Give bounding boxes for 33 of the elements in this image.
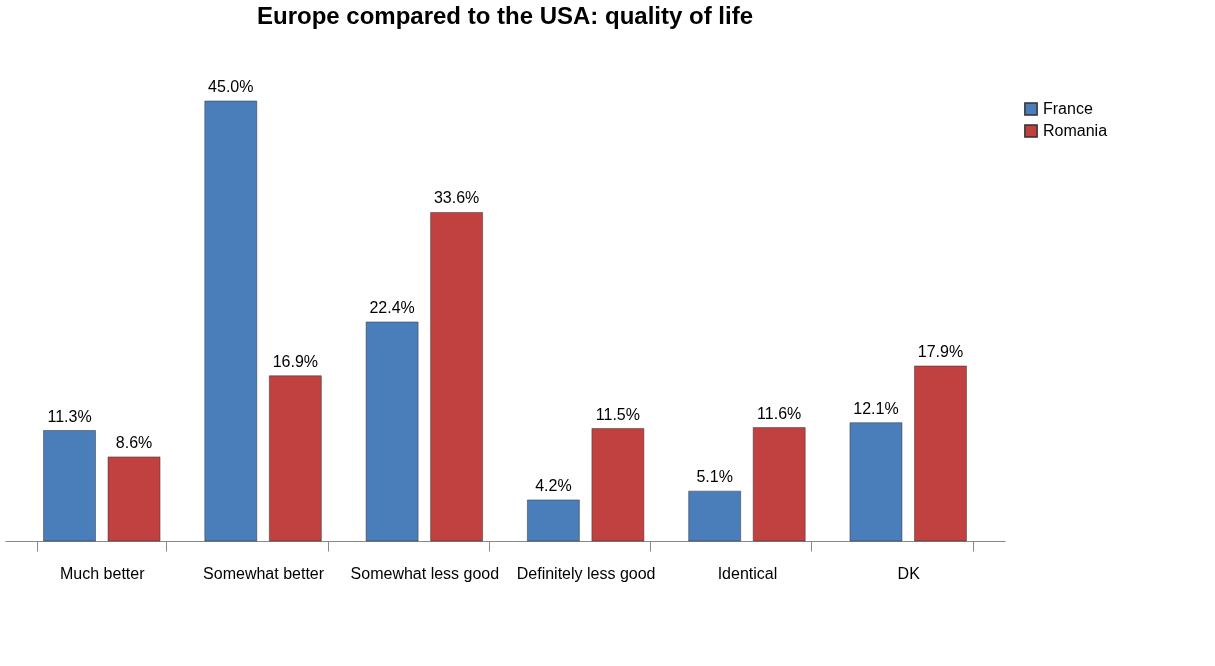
data-label: 5.1% <box>696 468 733 486</box>
data-label: 16.9% <box>272 352 319 370</box>
data-label: 22.4% <box>369 298 415 316</box>
bar <box>914 365 967 542</box>
bar <box>591 428 645 542</box>
data-label: 33.6% <box>433 189 480 207</box>
data-label: 11.5% <box>595 405 640 423</box>
bar <box>107 456 161 542</box>
legend-label: Romania <box>1043 122 1108 139</box>
data-label: 8.6% <box>115 433 153 451</box>
bar <box>269 375 322 542</box>
bar <box>849 422 903 542</box>
bar <box>365 321 419 542</box>
legend-label: France <box>1043 100 1093 117</box>
data-label: 45.0% <box>208 78 254 95</box>
data-label: 12.1% <box>853 399 899 417</box>
bar <box>752 427 806 542</box>
x-tick-label: DK <box>897 564 921 582</box>
bar <box>527 499 580 542</box>
x-tick-label: Much better <box>60 564 146 582</box>
x-tick-label: Somewhat less good <box>350 564 500 582</box>
x-tick-label: Definitely less good <box>516 564 656 582</box>
bar <box>204 100 258 542</box>
x-tick-label: Identical <box>717 564 778 582</box>
bar <box>43 430 96 542</box>
data-label: 11.3% <box>47 407 92 425</box>
chart-title: Europe compared to the USA: quality of life <box>256 2 754 29</box>
bar <box>430 212 483 542</box>
data-label: 4.2% <box>535 476 572 494</box>
bar <box>688 490 741 542</box>
data-label: 11.6% <box>757 404 802 422</box>
x-tick-label: Somewhat better <box>203 564 325 582</box>
data-label: 17.9% <box>917 342 964 360</box>
